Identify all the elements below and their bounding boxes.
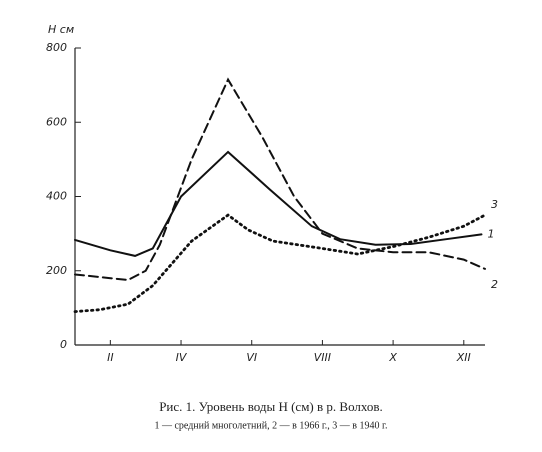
series-label: 2 — [491, 278, 498, 291]
series-line — [73, 213, 487, 313]
x-tick-label: VI — [246, 351, 257, 364]
series-line — [74, 150, 483, 257]
y-tick-label: 0 — [60, 338, 67, 351]
series-label: 3 — [491, 198, 498, 211]
y-axis-label: H см — [48, 23, 74, 36]
series-label: 1 — [487, 227, 494, 240]
y-tick-label: 200 — [46, 264, 67, 277]
x-tick-label: VIII — [314, 351, 331, 364]
x-tick-label: IV — [176, 351, 188, 364]
x-tick-label: X — [388, 351, 397, 364]
caption: Рис. 1. Уровень воды H (см) в р. Волхов. — [159, 399, 383, 414]
y-tick-label: 600 — [46, 115, 67, 128]
x-tick-label: II — [107, 351, 114, 364]
y-tick-label: 800 — [46, 41, 67, 54]
x-tick-label: XII — [456, 351, 471, 364]
series-line — [74, 77, 486, 282]
caption-legend: 1 — средний многолетний, 2 — в 1966 г., … — [154, 420, 387, 431]
y-tick-label: 400 — [46, 190, 67, 203]
